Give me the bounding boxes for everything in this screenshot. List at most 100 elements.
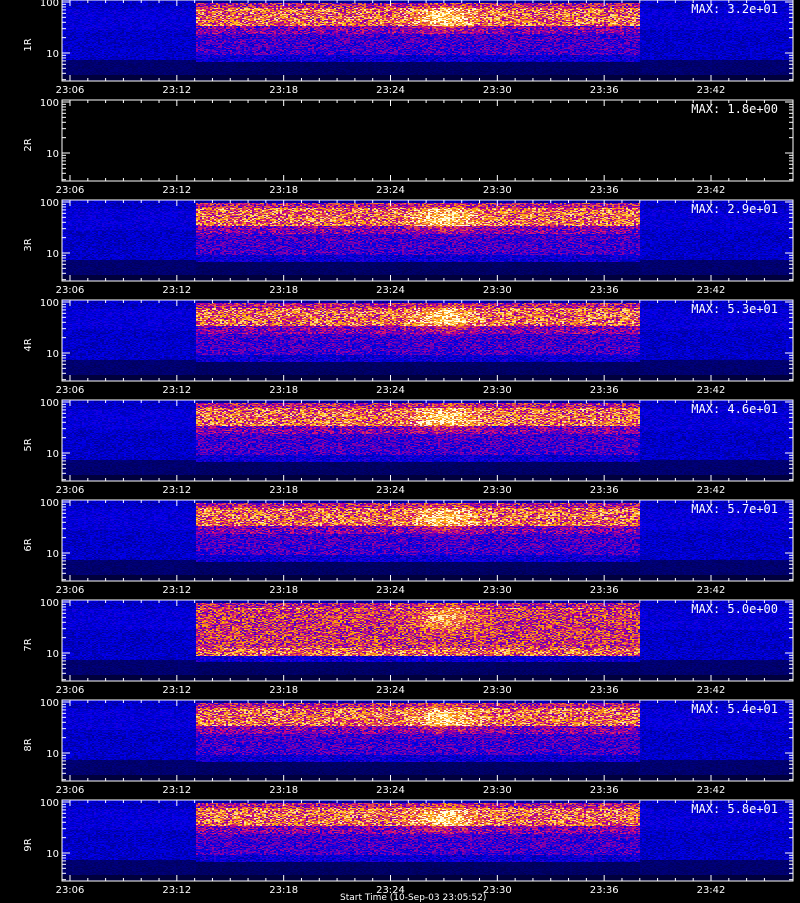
plot-frame [61, 299, 794, 382]
x-tick-label: 23:30 [483, 685, 512, 696]
axes-8r: 100 10 23:06 23:12 23:18 23:24 23:30 23:36 23:42… [23, 698, 794, 796]
y-tick-label: 100 [40, 98, 59, 109]
panel-7r: 100 10 23:06 23:12 23:18 23:24 23:30 23:36 23:42… [0, 598, 800, 700]
x-tick-label: 23:24 [376, 685, 405, 696]
axes-2r: 100 10 23:06 23:12 23:18 23:24 23:30 23:36 23:42… [23, 98, 794, 196]
y-tick-label: 10 [46, 249, 59, 260]
x-tick-label: 23:24 [376, 485, 405, 496]
channel-label: 5R [23, 438, 34, 451]
spectrogram-6r [62, 500, 793, 581]
max-label: MAX: 2.9e+01 [691, 202, 778, 216]
channel-label: 7R [23, 638, 34, 651]
y-tick-label: 10 [46, 749, 59, 760]
x-tick-label: 23:36 [590, 585, 619, 596]
x-tick-label: 23:18 [269, 285, 298, 296]
x-tick-label: 23:12 [162, 685, 191, 696]
channel-label: 1R [23, 38, 34, 51]
x-tick-label: 23:36 [590, 785, 619, 796]
x-tick-label: 23:30 [483, 85, 512, 96]
y-tick-label: 100 [40, 0, 59, 9]
x-tick-label: 23:30 [483, 385, 512, 396]
x-tick-label: 23:42 [697, 585, 726, 596]
x-tick-label: 23:12 [162, 285, 191, 296]
y-tick-label: 10 [46, 149, 59, 160]
plot-frame [61, 399, 794, 482]
x-tick-label: 23:12 [162, 185, 191, 196]
x-tick-label: 23:30 [483, 185, 512, 196]
plot-frame [61, 99, 794, 182]
x-tick-label: 23:42 [697, 385, 726, 396]
x-tick-label: 23:30 [483, 785, 512, 796]
x-tick-label: 23:18 [269, 685, 298, 696]
panel-1r: 100 10 23:06 23:12 23:18 23:24 23:30 23:36 23:42… [0, 0, 800, 100]
x-tick-label: 23:24 [376, 185, 405, 196]
x-tick-label: 23:42 [697, 185, 726, 196]
max-label: MAX: 3.2e+01 [691, 2, 778, 16]
max-label: MAX: 5.8e+01 [691, 802, 778, 816]
channel-label: 9R [23, 838, 34, 851]
axes-9r: 100 10 23:06 23:12 23:18 23:24 23:30 23:36 23:42… [23, 798, 794, 896]
y-tick-label: 100 [40, 298, 59, 309]
x-tick-label: 23:06 [56, 785, 85, 796]
panel-8r: 100 10 23:06 23:12 23:18 23:24 23:30 23:36 23:42… [0, 698, 800, 800]
x-tick-label: 23:12 [162, 385, 191, 396]
x-axis-label: Start Time (10-Sep-03 23:05:52) [340, 893, 487, 903]
x-tick-label: 23:36 [590, 85, 619, 96]
panel-4r: 100 10 23:06 23:12 23:18 23:24 23:30 23:36 23:42… [0, 298, 800, 400]
x-tick-label: 23:06 [56, 885, 85, 896]
x-tick-label: 23:06 [56, 85, 85, 96]
x-tick-label: 23:06 [56, 285, 85, 296]
axes-4r: 100 10 23:06 23:12 23:18 23:24 23:30 23:36 23:42… [23, 298, 794, 396]
channel-label: 8R [23, 738, 34, 751]
x-tick-label: 23:30 [483, 585, 512, 596]
x-tick-label: 23:06 [56, 585, 85, 596]
x-tick-label: 23:36 [590, 385, 619, 396]
x-tick-label: 23:42 [697, 485, 726, 496]
plot-frame [61, 599, 794, 682]
plot-frame [61, 699, 794, 782]
plot-frame [61, 199, 794, 282]
x-tick-label: 23:06 [56, 185, 85, 196]
x-tick-label: 23:12 [162, 885, 191, 896]
x-tick-label: 23:24 [376, 785, 405, 796]
spectrogram-5r [62, 400, 793, 481]
plot-frame [61, 799, 794, 882]
x-tick-label: 23:42 [697, 785, 726, 796]
x-tick-label: 23:42 [697, 885, 726, 896]
x-tick-label: 23:24 [376, 85, 405, 96]
spectrogram-4r [62, 300, 793, 381]
axes-5r: 100 10 23:06 23:12 23:18 23:24 23:30 23:36 23:42… [23, 398, 794, 496]
axes-1r: 100 10 23:06 23:12 23:18 23:24 23:30 23:36 23:42… [23, 0, 794, 96]
x-tick-label: 23:36 [590, 885, 619, 896]
axes-7r: 100 10 23:06 23:12 23:18 23:24 23:30 23:36 23:42… [23, 598, 794, 696]
spectrogram-3r [62, 200, 793, 281]
x-tick-label: 23:30 [483, 885, 512, 896]
spectrogram-7r [62, 600, 793, 681]
spectrogram-9r [62, 800, 793, 881]
max-label: MAX: 1.8e+00 [691, 102, 778, 116]
x-tick-label: 23:42 [697, 285, 726, 296]
y-tick-label: 10 [46, 849, 59, 860]
x-tick-label: 23:24 [376, 585, 405, 596]
x-tick-label: 23:12 [162, 485, 191, 496]
spectrogram-2r [62, 100, 793, 181]
y-tick-label: 10 [46, 649, 59, 660]
channel-label: 4R [23, 338, 34, 351]
y-tick-label: 100 [40, 798, 59, 809]
x-tick-label: 23:36 [590, 285, 619, 296]
y-tick-label: 100 [40, 398, 59, 409]
plot-frame [61, 0, 794, 82]
x-tick-label: 23:36 [590, 485, 619, 496]
max-label: MAX: 5.4e+01 [691, 702, 778, 716]
spectrogram-8r [62, 700, 793, 781]
x-tick-label: 23:24 [376, 285, 405, 296]
channel-label: 2R [23, 138, 34, 151]
x-tick-label: 23:06 [56, 385, 85, 396]
max-label: MAX: 5.7e+01 [691, 502, 778, 516]
max-label: MAX: 5.0e+00 [691, 602, 778, 616]
y-tick-label: 10 [46, 49, 59, 60]
y-tick-label: 100 [40, 198, 59, 209]
panel-9r: 100 10 23:06 23:12 23:18 23:24 23:30 23:36 23:42… [0, 798, 800, 900]
x-tick-label: 23:18 [269, 85, 298, 96]
